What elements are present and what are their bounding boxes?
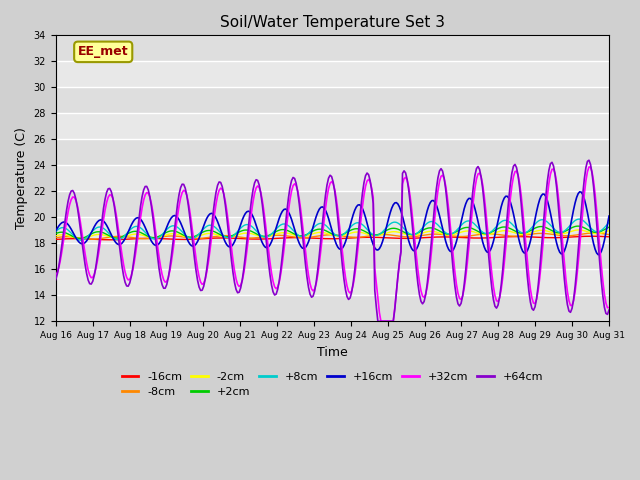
Bar [56,295,609,321]
Bar [56,139,609,165]
Text: EE_met: EE_met [78,45,129,59]
Legend: -16cm, -8cm, -2cm, +2cm, +8cm, +16cm, +32cm, +64cm: -16cm, -8cm, -2cm, +2cm, +8cm, +16cm, +3… [117,367,547,401]
Bar [56,36,609,61]
Bar [56,243,609,269]
Bar [56,192,609,217]
X-axis label: Time: Time [317,346,348,359]
Title: Soil/Water Temperature Set 3: Soil/Water Temperature Set 3 [220,15,445,30]
Bar [56,87,609,113]
Y-axis label: Temperature (C): Temperature (C) [15,127,28,229]
